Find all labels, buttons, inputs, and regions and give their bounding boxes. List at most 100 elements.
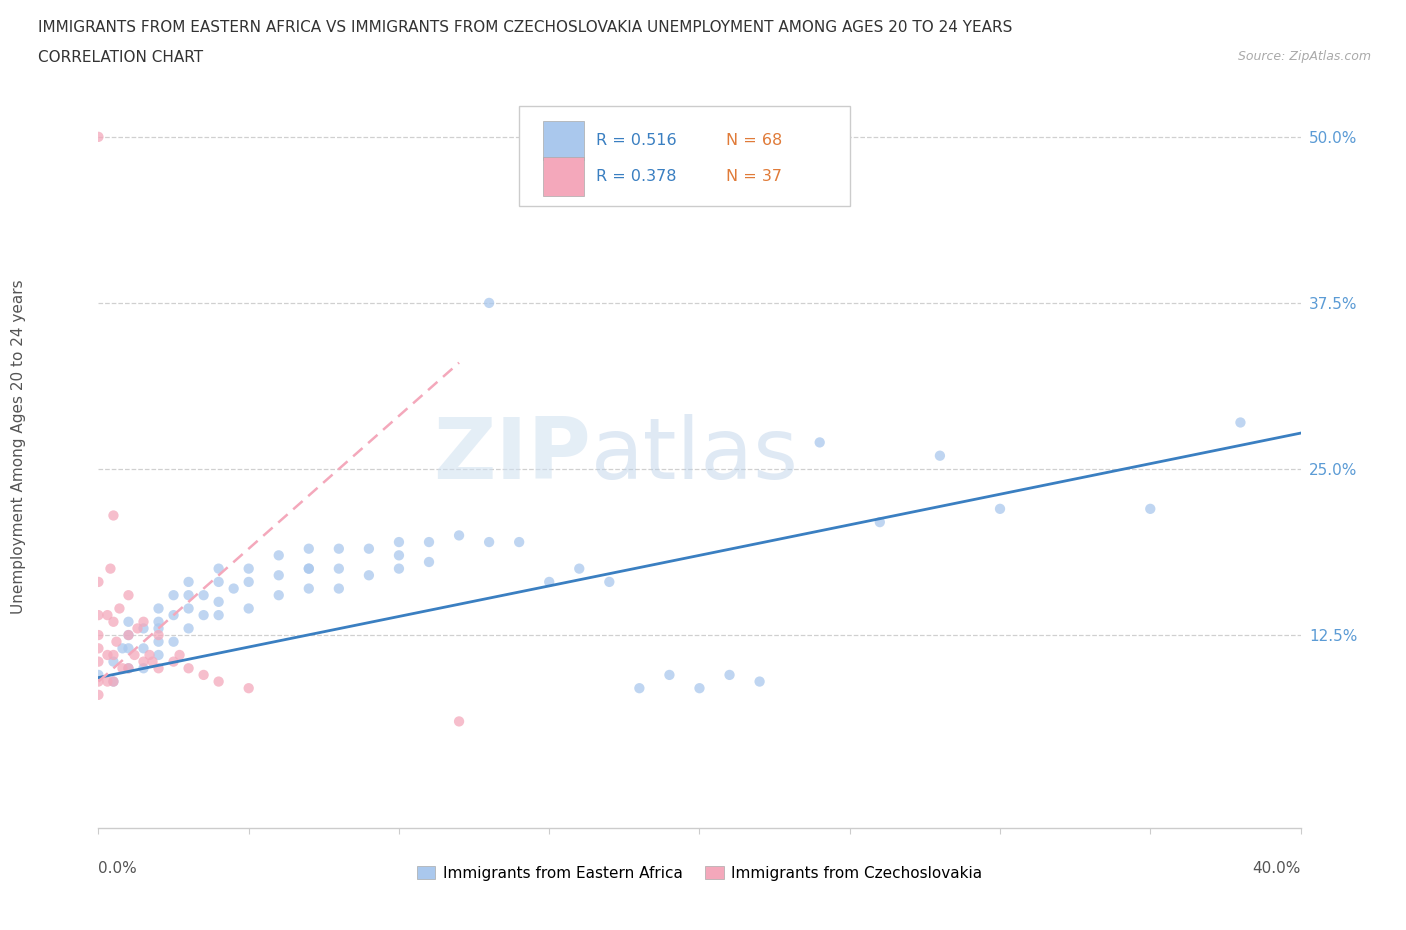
Point xyxy=(162,634,184,649)
Point xyxy=(177,601,200,616)
Point xyxy=(148,601,170,616)
Point xyxy=(357,541,380,556)
Text: IMMIGRANTS FROM EASTERN AFRICA VS IMMIGRANTS FROM CZECHOSLOVAKIA UNEMPLOYMENT AM: IMMIGRANTS FROM EASTERN AFRICA VS IMMIGR… xyxy=(38,20,1012,35)
Point xyxy=(148,634,170,649)
Point xyxy=(208,594,231,609)
Point xyxy=(208,674,231,689)
Point xyxy=(388,561,411,576)
Point xyxy=(688,681,710,696)
Text: Source: ZipAtlas.com: Source: ZipAtlas.com xyxy=(1237,50,1371,63)
Point xyxy=(87,607,110,622)
Point xyxy=(208,561,231,576)
Point xyxy=(127,621,149,636)
Point xyxy=(138,647,160,662)
Point xyxy=(298,561,321,576)
Point xyxy=(929,448,952,463)
Point xyxy=(238,681,260,696)
Point xyxy=(298,581,321,596)
Text: CORRELATION CHART: CORRELATION CHART xyxy=(38,50,202,65)
Point xyxy=(808,435,831,450)
Point xyxy=(111,661,134,676)
Point xyxy=(298,561,321,576)
Point xyxy=(298,541,321,556)
Point xyxy=(111,641,134,656)
Point xyxy=(267,588,290,603)
Point xyxy=(132,615,155,630)
Point xyxy=(105,634,128,649)
Point xyxy=(87,628,110,643)
Point xyxy=(177,575,200,590)
Point xyxy=(238,601,260,616)
Point xyxy=(478,296,501,311)
Point xyxy=(162,607,184,622)
Point xyxy=(568,561,591,576)
Point xyxy=(117,628,139,643)
Point xyxy=(177,661,200,676)
Point xyxy=(658,668,681,683)
Text: ZIP: ZIP xyxy=(433,414,592,498)
Point xyxy=(447,528,470,543)
Point xyxy=(96,607,118,622)
FancyBboxPatch shape xyxy=(543,122,583,160)
Point xyxy=(508,535,530,550)
Point xyxy=(132,621,155,636)
Text: R = 0.378: R = 0.378 xyxy=(596,169,676,184)
Text: R = 0.516: R = 0.516 xyxy=(596,133,676,149)
Point xyxy=(124,647,146,662)
Point xyxy=(598,575,620,590)
Point xyxy=(103,615,125,630)
Point xyxy=(162,588,184,603)
Point xyxy=(169,647,191,662)
FancyBboxPatch shape xyxy=(543,157,583,196)
Point xyxy=(117,661,139,676)
Point xyxy=(222,581,245,596)
Point xyxy=(478,535,501,550)
Point xyxy=(148,615,170,630)
Point xyxy=(132,654,155,669)
Point xyxy=(103,674,125,689)
Text: 0.0%: 0.0% xyxy=(98,861,138,876)
Point xyxy=(238,575,260,590)
Point xyxy=(148,628,170,643)
Point xyxy=(328,541,350,556)
Point xyxy=(141,654,163,669)
Point xyxy=(357,568,380,583)
Point xyxy=(328,561,350,576)
Point xyxy=(869,514,891,529)
Point xyxy=(100,561,122,576)
Point xyxy=(103,674,125,689)
Point xyxy=(193,668,215,683)
Text: atlas: atlas xyxy=(592,414,799,498)
Point xyxy=(117,641,139,656)
Point xyxy=(328,581,350,596)
Point xyxy=(96,674,118,689)
Text: N = 37: N = 37 xyxy=(725,169,782,184)
Point xyxy=(103,654,125,669)
Point xyxy=(388,548,411,563)
Point xyxy=(132,641,155,656)
Point xyxy=(87,654,110,669)
Point xyxy=(238,561,260,576)
Point xyxy=(148,647,170,662)
Text: N = 68: N = 68 xyxy=(725,133,782,149)
Point xyxy=(87,575,110,590)
Point xyxy=(103,508,125,523)
Text: Unemployment Among Ages 20 to 24 years: Unemployment Among Ages 20 to 24 years xyxy=(11,279,25,614)
FancyBboxPatch shape xyxy=(519,106,849,206)
Point xyxy=(208,607,231,622)
Point xyxy=(418,535,440,550)
Point xyxy=(1229,415,1251,430)
Point xyxy=(148,661,170,676)
Point xyxy=(117,628,139,643)
Point xyxy=(117,588,139,603)
Point xyxy=(208,575,231,590)
Point xyxy=(103,647,125,662)
Point xyxy=(628,681,651,696)
Point xyxy=(162,654,184,669)
Point xyxy=(267,568,290,583)
Point xyxy=(132,661,155,676)
Point xyxy=(117,615,139,630)
Point xyxy=(193,588,215,603)
Point xyxy=(87,674,110,689)
Point xyxy=(267,548,290,563)
